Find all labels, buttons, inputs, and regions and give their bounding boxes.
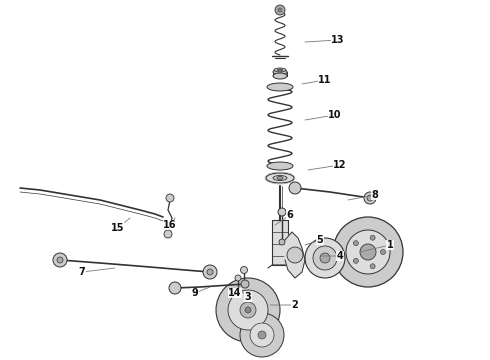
Ellipse shape bbox=[274, 68, 286, 72]
Circle shape bbox=[278, 208, 286, 216]
Circle shape bbox=[320, 253, 330, 263]
Circle shape bbox=[305, 238, 345, 278]
Circle shape bbox=[57, 257, 63, 263]
Circle shape bbox=[346, 230, 390, 274]
Ellipse shape bbox=[267, 162, 293, 170]
Text: 9: 9 bbox=[192, 287, 210, 298]
Circle shape bbox=[240, 313, 284, 357]
Circle shape bbox=[203, 265, 217, 279]
Circle shape bbox=[278, 8, 282, 12]
Circle shape bbox=[164, 230, 172, 238]
Circle shape bbox=[169, 282, 181, 294]
Circle shape bbox=[235, 275, 241, 281]
Circle shape bbox=[289, 182, 301, 194]
Ellipse shape bbox=[266, 173, 294, 183]
Circle shape bbox=[353, 258, 358, 263]
Text: 10: 10 bbox=[305, 110, 342, 120]
Ellipse shape bbox=[277, 69, 283, 71]
Text: 4: 4 bbox=[322, 251, 343, 261]
Circle shape bbox=[53, 253, 67, 267]
Polygon shape bbox=[285, 232, 305, 278]
Text: 14: 14 bbox=[228, 285, 242, 298]
Circle shape bbox=[370, 235, 375, 240]
Circle shape bbox=[364, 192, 376, 204]
Circle shape bbox=[245, 307, 251, 313]
Circle shape bbox=[240, 302, 256, 318]
Circle shape bbox=[241, 266, 247, 274]
Ellipse shape bbox=[273, 175, 287, 180]
Ellipse shape bbox=[277, 176, 283, 180]
Ellipse shape bbox=[273, 69, 287, 75]
Text: 8: 8 bbox=[348, 190, 378, 200]
Circle shape bbox=[313, 246, 337, 270]
Text: 7: 7 bbox=[78, 267, 115, 277]
Text: 15: 15 bbox=[111, 218, 130, 233]
Circle shape bbox=[216, 278, 280, 342]
Circle shape bbox=[279, 239, 285, 245]
Text: 1: 1 bbox=[360, 240, 393, 252]
Text: 11: 11 bbox=[302, 75, 332, 85]
Bar bbox=[272, 220, 288, 265]
Circle shape bbox=[207, 269, 213, 275]
Circle shape bbox=[360, 244, 376, 260]
Bar bbox=[241, 282, 247, 286]
Circle shape bbox=[241, 280, 249, 288]
Ellipse shape bbox=[267, 83, 293, 91]
Circle shape bbox=[367, 195, 373, 201]
Circle shape bbox=[275, 5, 285, 15]
Text: 6: 6 bbox=[275, 210, 294, 225]
Text: 2: 2 bbox=[270, 300, 298, 310]
Text: 3: 3 bbox=[240, 290, 251, 302]
Circle shape bbox=[166, 194, 174, 202]
Ellipse shape bbox=[273, 73, 287, 79]
Circle shape bbox=[370, 264, 375, 269]
Text: 13: 13 bbox=[305, 35, 345, 45]
Circle shape bbox=[333, 217, 403, 287]
Text: 16: 16 bbox=[163, 218, 177, 230]
Circle shape bbox=[258, 331, 266, 339]
Circle shape bbox=[381, 249, 386, 255]
Circle shape bbox=[287, 247, 303, 263]
Circle shape bbox=[353, 241, 358, 246]
Circle shape bbox=[228, 290, 268, 330]
Text: 5: 5 bbox=[305, 235, 323, 245]
Text: 12: 12 bbox=[308, 160, 347, 170]
Circle shape bbox=[250, 323, 274, 347]
